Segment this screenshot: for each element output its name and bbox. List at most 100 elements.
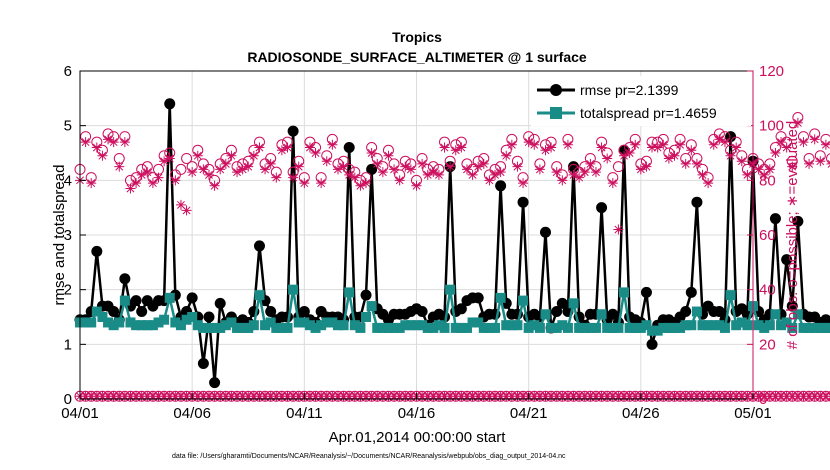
evaluated-lower-point [131,391,142,402]
totalspread-point [377,322,388,333]
evaluated-lower-point [271,391,282,402]
chart-subtitle: RADIOSONDE_SURFACE_ALTIMETER @ 1 surface [247,49,587,65]
y-axis-label: rmse and totalspread [51,165,68,306]
evaluated-upper-point [114,161,125,172]
totalspread-point [417,320,428,331]
evaluated-upper-point [389,164,400,175]
totalspread-point [506,320,517,331]
evaluated-upper-point [304,142,315,153]
totalspread-point [338,320,349,331]
evaluated-lower-point [243,391,254,402]
rmse-point [713,306,725,318]
evaluated-upper-point [781,142,792,153]
evaluated-lower-point [697,391,708,402]
totalspread-point [518,295,529,306]
evaluated-lower-point [394,391,405,402]
evaluated-upper-point [820,139,830,150]
rmse-point [130,295,142,307]
evaluated-upper-point [293,161,304,172]
evaluated-lower-point [641,391,652,402]
evaluated-lower-point [405,391,416,402]
totalspread-point [114,317,125,328]
totalspread-point [91,306,102,317]
y-axis-right-label: # of obs: o=possible; ∗=evaluated [784,121,801,350]
totalspread-point [164,292,175,303]
totalspread-point [282,322,293,333]
totalspread-point [478,322,489,333]
evaluated-lower-point [534,391,545,402]
totalspread-point [590,322,601,333]
evaluated-lower-point [742,391,753,402]
evaluated-lower-point [792,391,803,402]
evaluated-lower-point [708,391,719,402]
evaluated-upper-point [450,145,461,156]
evaluated-upper-point [809,134,820,145]
evaluated-lower-point [484,391,495,402]
y-tick-label: 2 [64,282,72,299]
possible-upper-point [612,161,624,173]
evaluated-upper-point [181,205,192,216]
evaluated-upper-point [691,158,702,169]
rmse-point [680,306,692,318]
evaluated-lower-point [663,391,674,402]
evaluated-upper-point [624,148,635,158]
evaluated-lower-point [630,391,641,402]
evaluated-upper-point [338,161,349,172]
rmse-point [298,306,310,318]
y-right-tick-label: 60 [759,227,776,244]
evaluated-lower-point [265,391,276,402]
totalspread-point [647,325,658,336]
evaluated-lower-point [147,391,158,402]
totalspread-point [349,320,360,331]
x-tick-label: 04/21 [510,405,548,422]
totalspread-point [254,290,265,301]
totalspread-point [332,320,343,331]
x-tick-label: 04/11 [286,405,322,422]
totalspread-point [220,320,231,331]
totalspread-point [136,320,147,331]
totalspread-point [490,322,501,333]
evaluated-upper-point [529,139,540,150]
evaluated-lower-point [585,391,596,402]
evaluated-lower-point [97,391,108,402]
evaluated-upper-point [680,158,691,169]
totalspread-point [276,322,287,333]
evaluated-upper-point [590,167,601,178]
totalspread-point [501,320,512,331]
evaluated-upper-point [484,175,495,186]
evaluated-lower-point [512,391,523,402]
evaluated-lower-point [798,391,809,402]
totalspread-point [400,320,411,331]
rmse-point [568,161,580,173]
evaluated-upper-point [119,137,130,148]
evaluated-lower-point [574,391,585,402]
evaluated-upper-point [147,178,158,189]
totalspread-point [153,317,164,328]
evaluated-upper-point [439,142,450,153]
evaluated-upper-point [490,169,501,180]
totalspread-point [131,320,142,331]
rmse-point [769,213,781,225]
evaluated-lower-point [383,391,394,402]
evaluated-upper-point [237,164,248,175]
legend: rmse pr=2.1399 totalspread pr=1.4659 [531,76,751,126]
evaluated-upper-point [433,169,444,180]
evaluated-upper-point [506,139,517,150]
evaluated-upper-point [282,142,293,153]
evaluated-upper-point [585,158,596,169]
evaluated-lower-point [142,391,153,402]
totalspread-point [181,314,192,325]
evaluated-upper-point [551,167,562,178]
x-tick-label: 04/16 [398,405,436,422]
evaluated-upper-point [366,148,377,158]
evaluated-lower-point [473,391,484,402]
rmse-point [792,215,804,227]
legend-rmse-marker [550,84,562,96]
totalspread-point [753,320,764,331]
evaluated-lower-point [562,391,573,402]
totalspread-point [596,309,607,320]
evaluated-upper-point [647,142,658,153]
totalspread-point [394,322,405,333]
rmse-point [539,226,551,238]
